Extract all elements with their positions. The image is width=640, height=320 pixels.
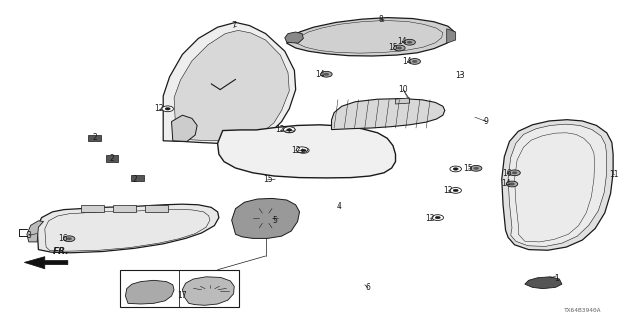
Polygon shape [447, 29, 456, 43]
Circle shape [407, 41, 412, 44]
Text: 12: 12 [276, 125, 285, 134]
Text: 4: 4 [337, 202, 342, 211]
Text: 12: 12 [444, 186, 452, 195]
Polygon shape [131, 175, 144, 181]
Circle shape [287, 129, 292, 131]
Text: 11: 11 [610, 170, 619, 179]
Polygon shape [163, 22, 296, 143]
Circle shape [412, 60, 417, 63]
Polygon shape [172, 115, 197, 141]
Text: 14: 14 [500, 180, 511, 188]
Circle shape [453, 168, 458, 170]
Text: 12: 12 [291, 146, 300, 155]
Polygon shape [113, 205, 136, 212]
Text: 14: 14 [402, 57, 412, 66]
Polygon shape [174, 30, 289, 141]
Text: 2: 2 [92, 133, 97, 142]
Text: 13: 13 [454, 71, 465, 80]
Polygon shape [502, 120, 613, 250]
Circle shape [509, 183, 515, 185]
Polygon shape [287, 18, 454, 56]
Circle shape [284, 127, 295, 133]
Text: 12: 12 [426, 214, 435, 223]
Text: 7: 7 [231, 21, 236, 30]
Text: 15: 15 [262, 175, 273, 184]
Text: 3: 3 [26, 231, 31, 240]
Text: 8: 8 [378, 15, 383, 24]
Circle shape [63, 236, 75, 242]
Text: 12: 12 [154, 104, 163, 113]
Text: 1: 1 [554, 274, 559, 283]
Circle shape [162, 106, 173, 112]
Circle shape [435, 216, 440, 219]
FancyBboxPatch shape [120, 270, 239, 307]
Polygon shape [232, 198, 300, 238]
Text: 10: 10 [398, 85, 408, 94]
Circle shape [470, 165, 482, 171]
Text: 6: 6 [365, 284, 371, 292]
Text: 14: 14 [397, 37, 407, 46]
Polygon shape [145, 205, 168, 212]
Polygon shape [125, 280, 174, 304]
Circle shape [397, 47, 402, 49]
Text: 2: 2 [132, 175, 137, 184]
Circle shape [296, 147, 308, 153]
Circle shape [301, 149, 306, 152]
Polygon shape [218, 125, 396, 178]
Polygon shape [332, 99, 445, 130]
Circle shape [450, 188, 461, 193]
Polygon shape [27, 221, 44, 242]
Polygon shape [508, 124, 607, 246]
Polygon shape [81, 205, 104, 212]
Circle shape [165, 108, 170, 110]
Circle shape [67, 237, 72, 240]
Circle shape [409, 59, 420, 64]
Polygon shape [88, 135, 101, 141]
Text: 2: 2 [109, 154, 115, 163]
Circle shape [404, 39, 415, 45]
Circle shape [284, 127, 295, 132]
Circle shape [474, 167, 479, 170]
Text: 16: 16 [58, 234, 68, 243]
Text: 5: 5 [273, 216, 278, 225]
Text: 17: 17 [177, 291, 188, 300]
Text: TX64B3940A: TX64B3940A [564, 308, 602, 313]
Polygon shape [24, 257, 68, 269]
Text: 16: 16 [502, 169, 512, 178]
Circle shape [394, 45, 405, 51]
Text: FR.: FR. [53, 247, 70, 256]
Text: 9: 9 [484, 117, 489, 126]
Polygon shape [37, 204, 219, 253]
Polygon shape [106, 155, 118, 162]
Text: 14: 14 [315, 70, 325, 79]
Circle shape [450, 166, 461, 172]
Circle shape [324, 73, 329, 76]
Circle shape [298, 148, 309, 153]
Circle shape [453, 189, 458, 192]
Polygon shape [285, 32, 303, 43]
Circle shape [509, 170, 520, 176]
Text: 15: 15 [388, 44, 398, 52]
Circle shape [321, 71, 332, 77]
Circle shape [506, 181, 518, 187]
Polygon shape [396, 98, 410, 104]
Text: 15: 15 [463, 164, 474, 173]
Polygon shape [525, 277, 562, 289]
Circle shape [512, 172, 517, 174]
Circle shape [432, 215, 444, 220]
Polygon shape [182, 277, 234, 305]
